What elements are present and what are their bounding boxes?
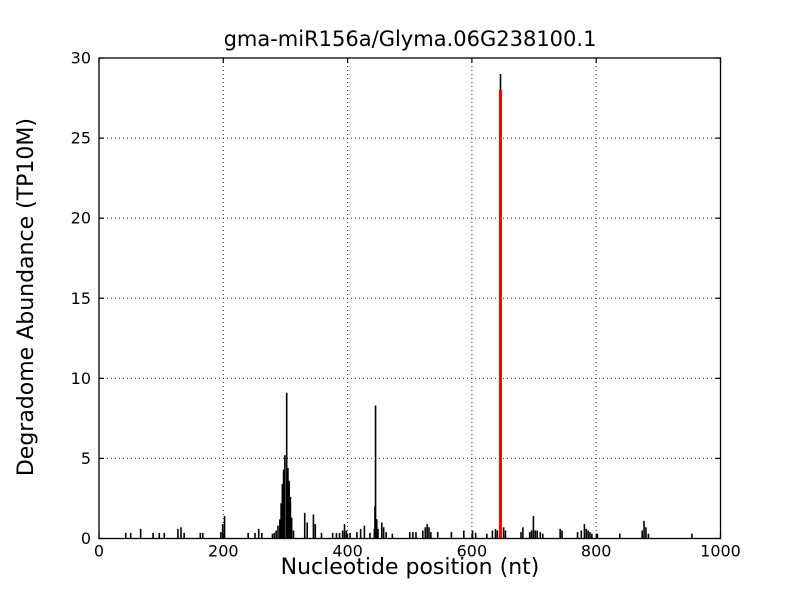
y-tick-label: 15 bbox=[71, 289, 91, 308]
chart-title: gma-miR156a/Glyma.06G238100.1 bbox=[223, 27, 597, 51]
y-tick-label: 5 bbox=[81, 449, 91, 468]
x-tick-label: 800 bbox=[581, 542, 612, 561]
x-tick-label: 400 bbox=[332, 542, 363, 561]
y-tick-label: 0 bbox=[81, 529, 91, 548]
x-tick-label: 1000 bbox=[700, 542, 741, 561]
x-tick-label: 200 bbox=[208, 542, 239, 561]
y-tick-label: 10 bbox=[71, 369, 91, 388]
y-tick-label: 20 bbox=[71, 209, 91, 228]
y-tick-label: 25 bbox=[71, 129, 91, 148]
x-axis-label: Nucleotide position (nt) bbox=[280, 555, 540, 580]
y-tick-label: 30 bbox=[71, 49, 91, 68]
x-tick-label: 0 bbox=[94, 542, 104, 561]
x-tick-label: 600 bbox=[457, 542, 488, 561]
